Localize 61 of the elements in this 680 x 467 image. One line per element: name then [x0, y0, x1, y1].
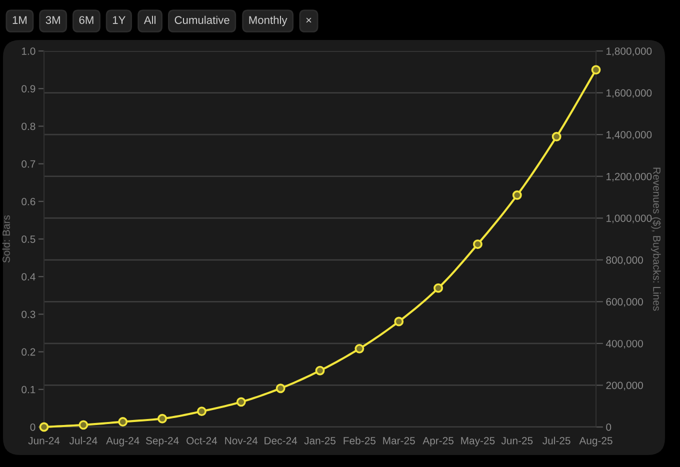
y2-tick-label: 400,000	[606, 340, 643, 349]
y-tick-label: 0.6	[22, 198, 36, 206]
x-tick-label: May-25	[461, 436, 495, 446]
y-tick-label: 1.0	[22, 48, 36, 55]
text: All	[144, 16, 156, 24]
x-tick-label: Aug-25	[579, 436, 612, 446]
point	[39, 422, 49, 432]
y2-tick-label: 1,200,000	[606, 172, 652, 182]
x-tick-label: Aug-24	[106, 436, 140, 446]
point	[236, 397, 246, 407]
point	[512, 190, 522, 200]
y2-tick-label: 1,400,000	[606, 131, 652, 140]
x-tick-label: Sep-24	[146, 436, 179, 446]
x-tick-label: Oct-24	[186, 436, 218, 444]
text: Cumulative	[174, 16, 230, 24]
point	[434, 283, 444, 293]
y2-axis-title: Revenues ($), Buybacks: Lines	[651, 168, 661, 311]
point	[78, 420, 88, 430]
x-tick-label: Mar-25	[383, 436, 415, 444]
x-tick-label: Apr-25	[422, 436, 454, 446]
y-axis-title: Sold: Bars	[2, 215, 10, 263]
y2-tick-label: 200,000	[606, 382, 643, 390]
y2-tick-label: 800,000	[606, 256, 643, 265]
y-tick-label: 0.4	[22, 273, 36, 280]
point	[552, 132, 562, 142]
y-tick-label: 0.2	[22, 348, 36, 356]
y-tick-label: 0.9	[22, 85, 36, 92]
text: Monthly	[249, 16, 288, 26]
text: ×	[306, 18, 312, 23]
x-tick-label: Jul-25	[542, 436, 570, 444]
point	[354, 344, 364, 354]
x-tick-label: Jul-24	[69, 436, 98, 444]
y-tick-label: 0.5	[22, 236, 36, 243]
y-tick-label: 0	[30, 424, 36, 431]
y-tick-label: 0.3	[22, 310, 36, 318]
x-tick-label: Nov-24	[225, 436, 258, 444]
y-tick-label: 0.7	[22, 160, 36, 168]
point	[315, 366, 325, 376]
x-tick-label: Jan-25	[304, 436, 336, 444]
y2-tick-label: 600,000	[606, 298, 643, 307]
y-tick-label: 0.1	[22, 386, 36, 394]
point	[591, 65, 601, 75]
text: 3M	[46, 16, 60, 24]
point	[276, 384, 286, 394]
y-tick-label: 0.8	[22, 122, 36, 130]
x-tick-label: Feb-25	[344, 436, 376, 444]
point	[394, 316, 404, 326]
point	[118, 417, 128, 426]
text: 6M	[79, 16, 94, 24]
point	[196, 406, 206, 416]
text: 1Y	[112, 16, 126, 24]
x-tick-label: Jun-24	[28, 436, 60, 444]
y2-tick-label: 1,800,000	[606, 48, 652, 56]
x-tick-label: Jun-25	[501, 436, 533, 444]
point	[158, 414, 168, 424]
y2-tick-label: 1,000,000	[606, 214, 652, 224]
x-tick-label: Dec-24	[264, 436, 298, 444]
y2-tick-label: 1,600,000	[606, 89, 652, 98]
y2-tick-label: 0	[606, 424, 612, 431]
text: 1M	[12, 16, 27, 24]
point	[472, 240, 482, 249]
